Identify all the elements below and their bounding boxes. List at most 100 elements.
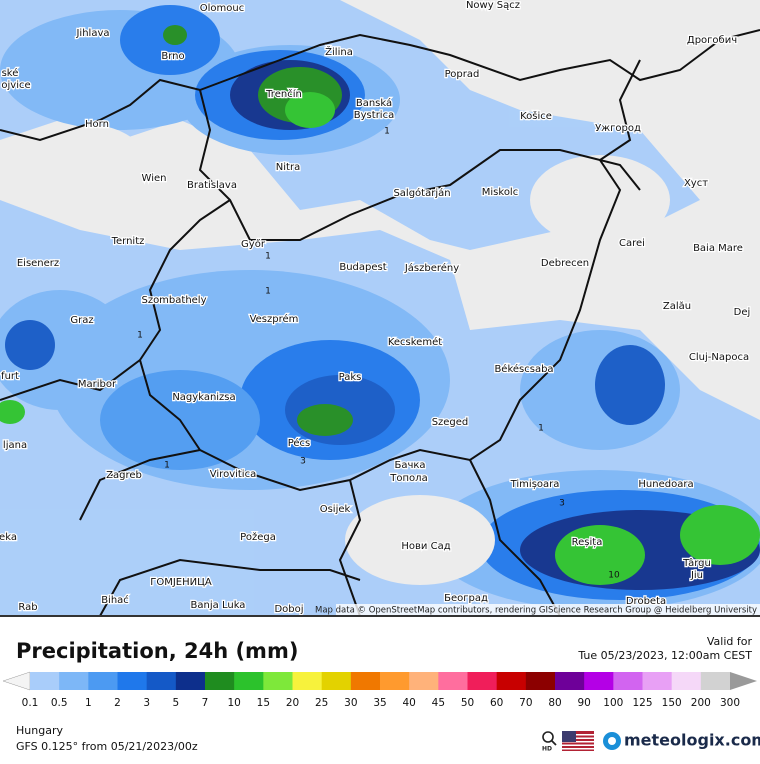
colorbar-label: 5: [172, 697, 179, 709]
colorbar-label: 200: [691, 697, 711, 709]
colorbar-swatch: [146, 672, 177, 690]
city-label: Graz: [70, 315, 93, 326]
city-label: Debrecen: [541, 258, 589, 269]
colorbar-swatch: [496, 672, 527, 690]
city-label: Zalău: [663, 301, 691, 312]
rain-area: [0, 290, 130, 410]
border: [99, 558, 361, 617]
flag-stripe: [562, 748, 594, 750]
colorbar-label: 30: [344, 697, 357, 709]
city-label: Hunedoara: [638, 479, 693, 490]
colorbar-swatch: [350, 672, 381, 690]
border: [338, 479, 362, 617]
zoom-icon[interactable]: [542, 731, 554, 743]
colorbar-label: 0.5: [51, 697, 68, 709]
contour-label: 3: [559, 499, 565, 509]
flag-stripe: [562, 741, 594, 743]
city-label: Szombathely: [141, 295, 206, 306]
flag-stripe: [562, 734, 594, 736]
contour-label: 1: [265, 252, 271, 262]
city-label: Bihać: [101, 594, 129, 606]
colorbar-swatch: [555, 672, 585, 690]
zoom-icon-handle[interactable]: [551, 740, 557, 746]
colorbar-swatch: [205, 672, 235, 690]
city-label: Хуст: [684, 178, 708, 189]
rain-area: [555, 525, 645, 585]
colorbar-swatch: [59, 672, 89, 690]
city-label: Olomouc: [200, 3, 244, 14]
city-label: Szeged: [432, 417, 469, 428]
country-borders: [0, 29, 760, 617]
valid-label: Valid for: [707, 635, 753, 648]
colorbar-swatch: [671, 672, 702, 690]
colorbar-label: 90: [577, 697, 590, 709]
colorbar-swatch: [584, 672, 614, 690]
legend-title: Precipitation, 24h (mm): [16, 639, 298, 663]
city-label: Nitra: [276, 162, 300, 173]
colorbar-swatch: [30, 672, 60, 690]
flag[interactable]: [562, 731, 594, 751]
colorbar-swatch: [525, 672, 556, 690]
city-label: Banja Luka: [191, 600, 246, 611]
colorbar-label: 70: [519, 697, 532, 709]
colorbar: 0.1 0.5 1 2 3 5 7 10 15 20 25 30 35 40 45 50 60 70 80 90 100…: [2, 671, 757, 709]
city-label: Београд: [444, 593, 488, 604]
contour-label: 1: [164, 461, 170, 471]
city-label: Ужгород: [595, 123, 641, 134]
city-label: Wien: [142, 173, 167, 184]
city-label: Osijek: [320, 504, 351, 515]
city-label: Baia Mare: [693, 243, 743, 254]
brand[interactable]: meteologix.com: [624, 731, 760, 750]
colorbar-swatch: [321, 672, 352, 690]
colorbar-label: 3: [143, 697, 150, 709]
colorbar-label: 1: [85, 697, 92, 709]
contour-label: 1: [538, 424, 544, 434]
border: [138, 59, 641, 492]
city-label: Budapest: [339, 262, 386, 273]
border: [198, 89, 641, 241]
rain-area: [595, 345, 665, 425]
rain-area: [5, 320, 55, 370]
city-label: ГОМЈЕНИЦА: [150, 577, 212, 588]
city-label: Reșița: [572, 537, 603, 548]
contour-label: 10: [608, 571, 620, 581]
contour-labels: 1 1 1 1 1 3 1 3 10: [137, 127, 620, 581]
city-label: Paks: [339, 372, 362, 383]
city-label: Požega: [240, 531, 276, 543]
colorbar-label: 20: [286, 697, 299, 709]
rain-area: [0, 400, 25, 424]
city-label: Carei: [619, 238, 645, 249]
colorbar-label: 50: [461, 697, 474, 709]
contour-label: 1: [137, 331, 143, 341]
city-label: eka: [0, 532, 17, 543]
model-info: GFS 0.125° from 05/21/2023/00z: [16, 740, 198, 753]
attribution-box: [336, 604, 760, 616]
border: [79, 449, 201, 521]
colorbar-swatch: [467, 672, 498, 690]
city-label: Doboj: [274, 604, 303, 615]
colorbar-swatch: [292, 672, 323, 690]
brand-logo-inner: [608, 737, 616, 745]
colorbar-label: 15: [257, 697, 270, 709]
colorbar-label: 100: [603, 697, 623, 709]
city-label: Horn: [85, 119, 109, 130]
city-label: Miskolc: [482, 187, 518, 198]
city-label: furt: [1, 371, 19, 382]
colorbar-label: 150: [662, 697, 682, 709]
city-label: Kecskemét: [388, 336, 442, 348]
colorbar-swatch: [613, 672, 643, 690]
colorbar-swatch: [380, 672, 410, 690]
city-label: Trenčín: [265, 88, 302, 100]
city-label: Košice: [520, 110, 552, 122]
city-label: Zagreb: [106, 470, 142, 481]
city-label: Rab: [18, 602, 37, 613]
hd-toggle[interactable]: HD: [542, 731, 557, 753]
border: [0, 29, 760, 142]
city-label: Топола: [389, 473, 427, 484]
city-label: Virovitica: [210, 469, 256, 480]
city-label: Salgótarján: [393, 187, 450, 199]
city-label: ské: [2, 67, 19, 79]
hd-label[interactable]: HD: [542, 746, 552, 753]
colorbar-label: 0.1: [22, 697, 39, 709]
city-label: Дрогобич: [687, 35, 737, 46]
